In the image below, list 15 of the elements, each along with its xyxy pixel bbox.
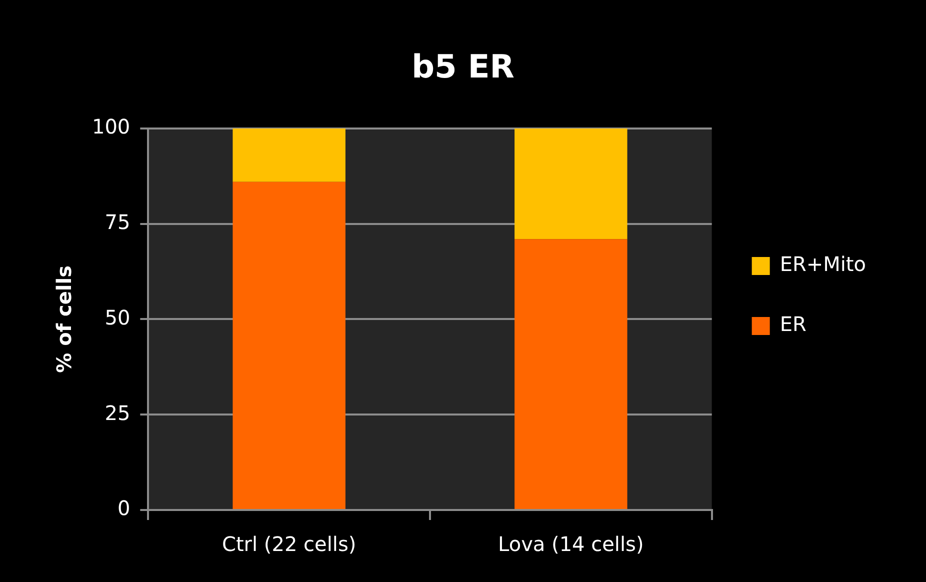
y-tick-label: 50	[104, 305, 130, 330]
x-tick-label: Lova (14 cells)	[498, 532, 644, 556]
bar	[514, 128, 628, 240]
y-tick-label: 100	[92, 114, 130, 139]
legend-label: ER	[780, 312, 806, 336]
y-tick-label: 75	[104, 210, 130, 234]
bar	[232, 128, 346, 182]
bar	[232, 182, 346, 509]
chart-title: b5 ER	[412, 48, 514, 86]
legend-label: ER+Mito	[780, 252, 866, 276]
bar	[514, 239, 628, 509]
y-tick-label: 25	[104, 400, 130, 425]
y-axis-title: % of cells	[52, 265, 76, 373]
x-tick-label: Ctrl (22 cells)	[222, 532, 356, 556]
y-tick-label: 0	[117, 496, 130, 520]
